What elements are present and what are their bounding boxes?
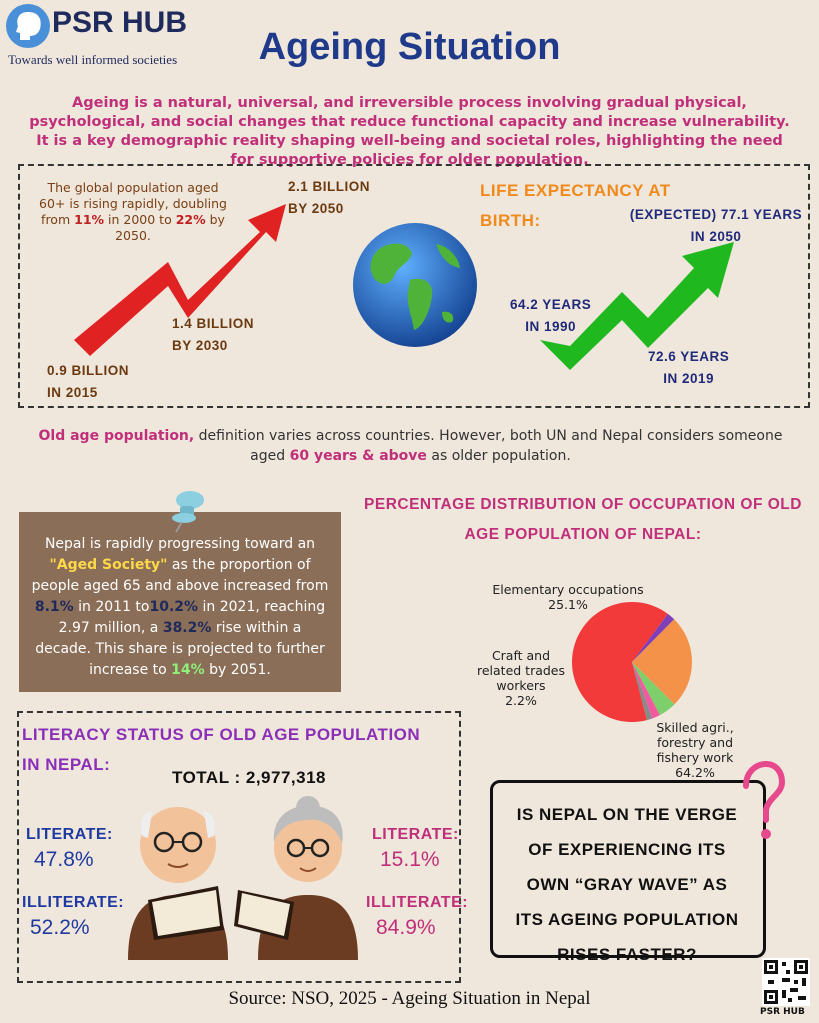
page-title: Ageing Situation — [258, 26, 561, 68]
skilled-label: Skilled agri., forestry and fishery work 64… — [656, 720, 734, 780]
female-literate-value: 15.1% — [380, 848, 440, 871]
aged-society-text: Nepal is rapidly progressing toward an "… — [31, 536, 329, 678]
pie-slice-4 — [632, 662, 660, 719]
craft-label: Craft and related trades workers 2.2% — [476, 648, 566, 708]
pie-slice-0 — [572, 602, 668, 722]
question-mark-icon — [743, 760, 786, 839]
life-expectancy-2019: 72.6 YEARS IN 2019 — [648, 349, 730, 386]
female-illiterate-label: ILLITERATE: — [366, 894, 469, 911]
male-literate-label: LITERATE: — [26, 826, 113, 843]
intro-text: Ageing is a natural, universal, and irre… — [29, 95, 790, 168]
elderly-couple-reading-illustration — [128, 796, 358, 960]
population-2015: 0.9 BILLION IN 2015 — [47, 363, 130, 400]
pushpin-icon — [172, 491, 204, 533]
literacy-total: TOTAL : 2,977,318 — [172, 768, 327, 787]
red-growth-arrow — [74, 204, 286, 356]
male-literate-value: 47.8% — [34, 848, 94, 871]
logo-name: PSR HUB — [52, 6, 188, 39]
global-trends-box — [18, 164, 810, 408]
life-expectancy-2050: (EXPECTED) 77.1 YEARS IN 2050 — [629, 207, 803, 244]
logo-tagline: Towards well informed societies — [8, 52, 178, 67]
female-literate-label: LITERATE: — [372, 826, 459, 843]
qr-code-icon[interactable] — [762, 958, 810, 1006]
brain-head-icon — [16, 12, 41, 40]
literacy-heading: LITERACY STATUS OF OLD AGE POPULATION IN … — [22, 725, 421, 774]
pie-slice-5 — [632, 662, 653, 721]
elementary-label: Elementary occupations 25.1% — [492, 582, 644, 612]
female-illiterate-value: 84.9% — [376, 916, 436, 939]
aged-society-panel — [19, 512, 341, 692]
male-illiterate-value: 52.2% — [30, 916, 90, 939]
pie-slice-3 — [632, 662, 675, 716]
male-illiterate-label: ILLITERATE: — [22, 894, 125, 911]
literacy-box — [17, 711, 461, 983]
occupation-pie-chart — [572, 602, 692, 722]
green-growth-arrow — [540, 242, 734, 370]
qr-label: PSR HUB — [760, 1007, 805, 1017]
globe-icon — [353, 223, 477, 347]
population-2030: 1.4 BILLION BY 2030 — [172, 316, 255, 353]
pie-slice-1 — [632, 613, 675, 662]
occupation-heading: PERCENTAGE DISTRIBUTION OF OCCUPATION OF… — [364, 496, 802, 543]
pie-slice-2 — [632, 619, 692, 705]
old-age-definition: Old age population, definition varies ac… — [38, 428, 783, 464]
life-expectancy-1990: 64.2 YEARS IN 1990 — [510, 297, 592, 334]
life-expectancy-heading: LIFE EXPECTANCY AT BIRTH: — [480, 181, 671, 230]
population-2050: 2.1 BILLION BY 2050 — [288, 179, 371, 216]
source-citation: Source: NSO, 2025 - Ageing Situation in … — [228, 988, 591, 1009]
gray-wave-question-box — [490, 780, 766, 958]
global-population-text: The global population aged 60+ is rising… — [39, 180, 227, 243]
gray-wave-question: IS NEPAL ON THE VERGE OF EXPERIENCING ITS… — [515, 805, 739, 964]
